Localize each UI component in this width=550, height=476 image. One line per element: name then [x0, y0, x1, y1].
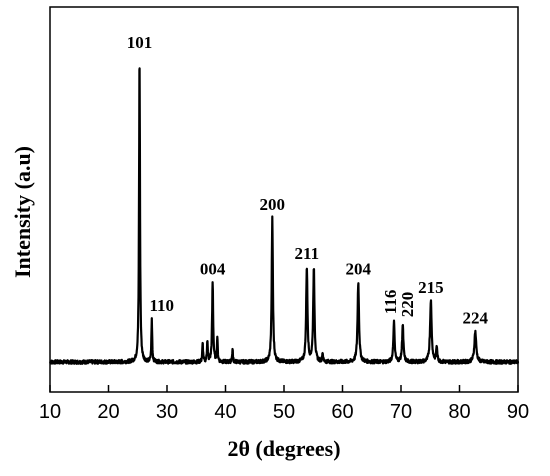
- x-axis-ticks: [49, 385, 519, 392]
- xrd-pattern-line: [49, 67, 520, 365]
- peak-label-004: 004: [200, 259, 226, 278]
- peak-label-224: 224: [463, 308, 489, 327]
- x-tick-label: 40: [214, 401, 236, 423]
- y-axis-title: Intensity (a.u): [10, 146, 35, 278]
- peak-label-220: 220: [398, 292, 417, 318]
- x-axis-tick-labels: 10 20 30 40 50 60 70 80 90: [39, 401, 529, 423]
- x-tick-label: 20: [97, 401, 119, 423]
- peak-label-215: 215: [418, 278, 444, 297]
- x-tick-label: 30: [156, 401, 178, 423]
- peak-label-110: 110: [150, 296, 175, 315]
- x-tick-label: 60: [331, 401, 353, 423]
- x-tick-label: 50: [273, 401, 295, 423]
- x-tick-label: 80: [448, 401, 470, 423]
- x-axis-title: 2θ (degrees): [227, 436, 340, 461]
- peak-label-204: 204: [346, 259, 372, 278]
- peak-label-211: 211: [295, 244, 320, 263]
- peak-label-101: 101: [127, 33, 153, 52]
- peak-label-200: 200: [260, 195, 286, 214]
- x-tick-label: 70: [390, 401, 412, 423]
- x-tick-label: 10: [39, 401, 61, 423]
- x-tick-label: 90: [507, 401, 529, 423]
- peak-label-116: 116: [381, 290, 400, 315]
